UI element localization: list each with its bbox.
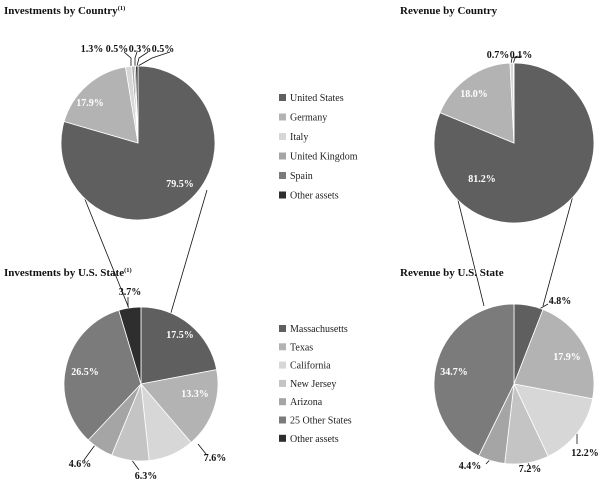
data-label-texas: 17.9% xyxy=(553,352,581,363)
leader-line-state-7.6 xyxy=(197,443,207,455)
data-label-california: 7.6% xyxy=(204,453,227,464)
connector-line-revenue-left xyxy=(455,191,485,307)
pie-1 xyxy=(433,62,595,224)
data-label-spain: 0.3% xyxy=(129,44,152,55)
pie-slice-germany xyxy=(63,66,139,144)
legend-swatch xyxy=(279,379,286,387)
title-investments-by-us-state: Investments by U.S. State(1) xyxy=(4,267,132,279)
pie-slice-other-assets xyxy=(135,65,139,144)
connector-line-revenue-right xyxy=(542,191,575,307)
pie-slice-united-states xyxy=(60,65,216,221)
legend-label: Texas xyxy=(290,342,313,353)
legend-label: New Jersey xyxy=(290,379,336,390)
legend-label: United Kingdom xyxy=(290,152,358,163)
data-label-arizona: 4.6% xyxy=(69,459,92,470)
legend-swatch xyxy=(279,416,286,424)
pie-slice-25-other-states xyxy=(63,309,142,441)
legend-swatch xyxy=(279,325,286,332)
pie-3 xyxy=(433,303,595,465)
legend-swatch xyxy=(279,361,286,369)
legend-swatch xyxy=(279,343,286,351)
data-label-other-assets: 0.5% xyxy=(152,44,175,55)
connector-line-investments-left xyxy=(81,191,133,317)
pie-slice-texas xyxy=(513,308,595,400)
pie-slice-25-other-states xyxy=(433,303,515,457)
data-label-25-other-states: 34.7% xyxy=(440,367,468,378)
legend-swatch xyxy=(279,172,286,179)
legends: United States Germany Italy United Kingdom S… xyxy=(279,93,358,445)
data-label-arizona: 4.4% xyxy=(459,461,482,472)
data-label-united-states: 79.5% xyxy=(166,179,194,190)
data-label-new-jersey: 7.2% xyxy=(519,464,542,475)
pie-0 xyxy=(60,65,216,221)
legend-swatch xyxy=(279,113,286,121)
pie-slice-texas xyxy=(140,369,219,444)
pie-2 xyxy=(63,306,219,462)
legend-state: Massachusetts Texas California New Jersey Ar… xyxy=(279,324,352,445)
legend-label: Arizona xyxy=(290,397,323,408)
data-label-massachusetts: 17.5% xyxy=(166,330,194,341)
pie-slice-california xyxy=(513,383,594,457)
data-label-new-jersey: 6.3% xyxy=(135,471,158,482)
legend-label: Other assets xyxy=(290,434,339,445)
pie-slice-other-assets xyxy=(118,306,142,385)
data-label-25-other-states: 26.5% xyxy=(71,367,99,378)
legend-label: California xyxy=(290,361,331,372)
connector-line-investments-right xyxy=(169,189,208,317)
legend-label: Italy xyxy=(290,132,308,143)
legend-label: Spain xyxy=(290,171,313,182)
legend-swatch xyxy=(279,191,286,199)
legend-label: Other assets xyxy=(290,191,339,202)
data-label-germany: 17.9% xyxy=(76,98,104,109)
legend-swatch xyxy=(279,94,286,101)
legend-label: United States xyxy=(290,93,344,104)
pie-slice-germany xyxy=(439,62,515,144)
pie-labels: 79.5%17.9%1.3% 0.5% 0.3% 0.5%81.2%18.0%0.7%… xyxy=(69,44,599,482)
title-investments-by-country: Investments by Country(1) xyxy=(4,5,125,17)
legend-label: Germany xyxy=(290,113,327,124)
leader-line-revenue-0.1 xyxy=(512,55,523,65)
legend-swatch xyxy=(279,133,286,140)
data-label-spain: 0.1% xyxy=(510,50,533,61)
data-label-massachusetts: 4.8% xyxy=(549,296,572,307)
title-revenue-by-country: Revenue by Country xyxy=(400,5,498,17)
legend-country: United States Germany Italy United Kingdom S… xyxy=(279,93,358,202)
data-label-italy: 0.7% xyxy=(487,50,510,61)
data-label-italy: 1.3% xyxy=(81,44,104,55)
pie-charts xyxy=(60,62,595,465)
pie-slice-massachusetts xyxy=(140,306,218,385)
data-label-california: 12.2% xyxy=(571,448,599,459)
leader-line-country-1.3 xyxy=(123,51,132,66)
data-label-texas: 13.3% xyxy=(181,389,209,400)
leader-line-revenue-0.7 xyxy=(510,55,519,65)
leader-line-country-0.5b xyxy=(137,51,171,67)
legend-swatch xyxy=(279,152,286,160)
legend-label: 25 Other States xyxy=(290,416,352,427)
leader-line-country-0.5a xyxy=(134,51,138,66)
legend-label: Massachusetts xyxy=(290,324,348,335)
legend-swatch xyxy=(279,434,286,442)
data-label-united-states: 81.2% xyxy=(468,174,496,185)
data-label-other-assets: 3.7% xyxy=(119,287,142,298)
data-label-germany: 18.0% xyxy=(460,89,488,100)
data-label-united-kingdom: 0.5% xyxy=(106,44,129,55)
legend-swatch xyxy=(279,398,286,406)
leader-line-country-0.3 xyxy=(136,51,149,67)
leader-line-state-4.6 xyxy=(83,444,96,461)
title-revenue-by-us-state: Revenue by U.S. State xyxy=(400,267,504,279)
pie-slice-spain xyxy=(513,62,515,144)
